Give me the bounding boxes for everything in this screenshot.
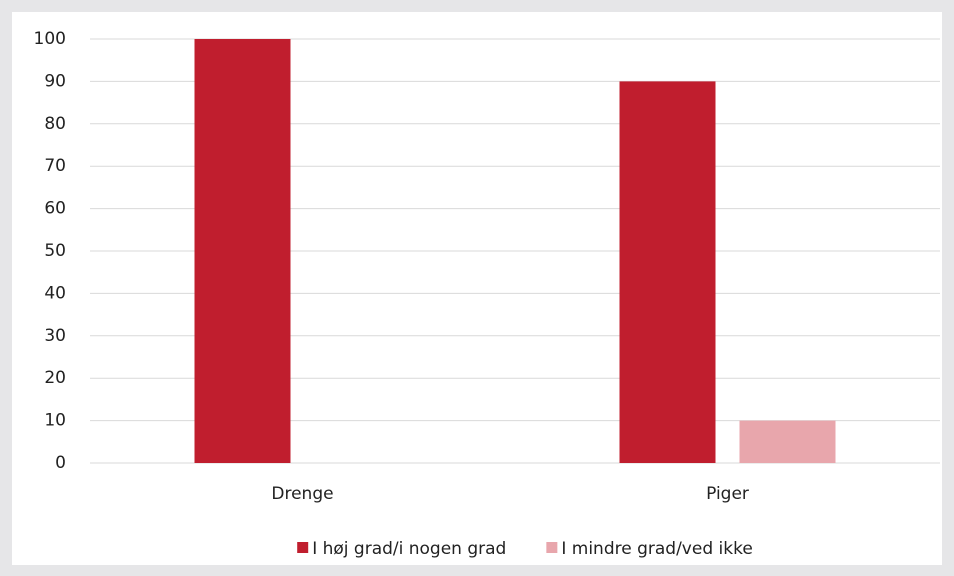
y-tick-label: 40 (44, 283, 66, 303)
y-tick-label: 60 (44, 199, 66, 219)
y-tick-label: 90 (44, 71, 66, 91)
bar (619, 81, 716, 464)
legend-label: I mindre grad/ved ikke (561, 539, 752, 559)
legend-label: I høj grad/i nogen grad (312, 539, 506, 559)
y-tick-label: 80 (44, 114, 66, 134)
x-tick-label: Drenge (271, 484, 333, 504)
chart-panel (12, 12, 942, 565)
y-tick-label: 50 (44, 241, 66, 261)
y-tick-label: 30 (44, 326, 66, 346)
y-tick-label: 20 (44, 368, 66, 388)
bar (194, 39, 291, 463)
y-tick-label: 100 (34, 29, 66, 49)
legend-swatch (546, 542, 558, 553)
x-tick-label: Piger (706, 484, 749, 504)
y-tick-label: 0 (55, 453, 66, 473)
y-tick-label: 70 (44, 156, 66, 176)
legend-swatch (297, 542, 309, 553)
y-tick-label: 10 (44, 411, 66, 431)
bar (739, 420, 836, 463)
